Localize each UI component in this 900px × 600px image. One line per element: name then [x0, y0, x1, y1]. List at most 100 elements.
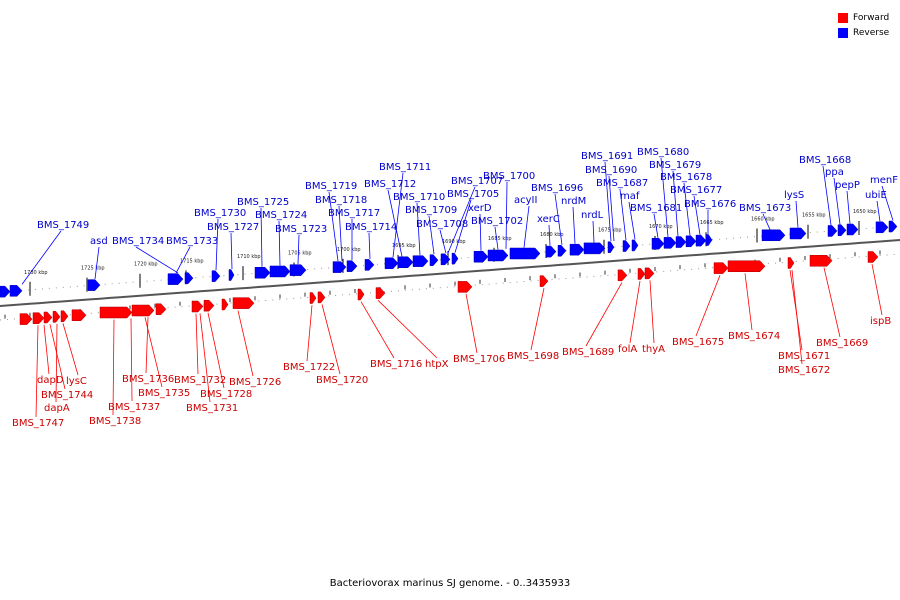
forward-23-gene-arrow[interactable] — [727, 260, 766, 273]
reverse-23-gene-arrow[interactable] — [557, 245, 567, 257]
gene-label-bms-1702[interactable]: BMS_1702 — [471, 216, 523, 227]
gene-label-bms-1738[interactable]: BMS_1738 — [89, 416, 141, 427]
forward-9-gene-arrow[interactable] — [191, 300, 204, 313]
gene-label-xerd[interactable]: xerD — [468, 203, 492, 214]
reverse-20-gene-arrow[interactable] — [487, 249, 509, 262]
gene-label-nrdm[interactable]: nrdM — [561, 196, 586, 207]
gene-label-bms-1700[interactable]: BMS_1700 — [483, 171, 535, 182]
gene-label-bms-1671[interactable]: BMS_1671 — [778, 351, 830, 362]
reverse-38-gene-arrow[interactable] — [837, 224, 847, 237]
reverse-17-gene-arrow[interactable] — [440, 253, 451, 266]
gene-label-bms-1728[interactable]: BMS_1728 — [200, 389, 252, 400]
gene-label-bms-1732[interactable]: BMS_1732 — [174, 375, 226, 386]
reverse-25-gene-arrow[interactable] — [583, 242, 606, 255]
reverse-5-gene-arrow[interactable] — [211, 270, 221, 282]
gene-label-bms-1674[interactable]: BMS_1674 — [728, 331, 780, 342]
gene-label-ppa[interactable]: ppa — [825, 167, 844, 178]
reverse-4-gene-arrow[interactable] — [184, 272, 194, 284]
forward-18-gene-arrow[interactable] — [539, 275, 549, 287]
gene-label-bms-1714[interactable]: BMS_1714 — [345, 222, 397, 233]
reverse-10-gene-arrow[interactable] — [332, 261, 347, 273]
reverse-35-gene-arrow[interactable] — [761, 229, 786, 242]
forward-15-gene-arrow[interactable] — [357, 288, 365, 301]
gene-label-bms-1724[interactable]: BMS_1724 — [255, 210, 307, 221]
forward-12-gene-arrow[interactable] — [232, 297, 255, 309]
gene-label-bms-1681[interactable]: BMS_1681 — [630, 203, 682, 214]
gene-label-bms-1730[interactable]: BMS_1730 — [194, 208, 246, 219]
gene-label-bms-1722[interactable]: BMS_1722 — [283, 362, 335, 373]
forward-16-gene-arrow[interactable] — [375, 287, 386, 299]
forward-26-gene-arrow[interactable] — [867, 251, 879, 263]
gene-label-maf[interactable]: maf — [620, 191, 640, 202]
gene-label-bms-1723[interactable]: BMS_1723 — [275, 224, 327, 235]
reverse-26-gene-arrow[interactable] — [607, 241, 615, 253]
reverse-9-gene-arrow[interactable] — [289, 264, 307, 276]
forward-13-gene-arrow[interactable] — [309, 292, 317, 304]
gene-label-bms-1734[interactable]: BMS_1734 — [112, 236, 164, 247]
reverse-39-gene-arrow[interactable] — [846, 223, 859, 236]
forward-22-gene-arrow[interactable] — [713, 262, 729, 274]
gene-label-bms-1744[interactable]: BMS_1744 — [41, 390, 93, 401]
gene-label-lyss[interactable]: lysS — [784, 190, 804, 201]
reverse-41-gene-arrow[interactable] — [888, 220, 898, 233]
gene-label-fola[interactable]: folA — [618, 344, 637, 355]
gene-label-bms-1711[interactable]: BMS_1711 — [379, 162, 431, 173]
reverse-8-gene-arrow[interactable] — [269, 265, 291, 278]
gene-label-bms-1675[interactable]: BMS_1675 — [672, 337, 724, 348]
reverse-34-gene-arrow[interactable] — [705, 234, 713, 246]
gene-label-bms-1687[interactable]: BMS_1687 — [596, 178, 648, 189]
gene-label-bms-1736[interactable]: BMS_1736 — [122, 374, 174, 385]
reverse-37-gene-arrow[interactable] — [827, 225, 838, 237]
gene-label-bms-1719[interactable]: BMS_1719 — [305, 181, 357, 192]
forward-14-gene-arrow[interactable] — [317, 291, 326, 304]
reverse-27-gene-arrow[interactable] — [622, 240, 631, 252]
gene-label-asd[interactable]: asd — [90, 236, 108, 247]
reverse-2-gene-arrow[interactable] — [87, 279, 101, 291]
gene-label-ispb[interactable]: ispB — [870, 316, 891, 327]
forward-4-gene-arrow[interactable] — [60, 310, 69, 323]
reverse-14-gene-arrow[interactable] — [397, 256, 414, 269]
gene-label-bms-1707[interactable]: BMS_1707 — [451, 176, 503, 187]
gene-label-bms-1718[interactable]: BMS_1718 — [315, 195, 367, 206]
gene-label-bms-1668[interactable]: BMS_1668 — [799, 155, 851, 166]
forward-19-gene-arrow[interactable] — [617, 269, 628, 282]
gene-label-bms-1676[interactable]: BMS_1676 — [684, 199, 736, 210]
reverse-29-gene-arrow[interactable] — [651, 237, 665, 250]
forward-25-gene-arrow[interactable] — [809, 255, 833, 267]
reverse-16-gene-arrow[interactable] — [429, 254, 439, 266]
gene-label-bms-1696[interactable]: BMS_1696 — [531, 183, 583, 194]
forward-20-gene-arrow[interactable] — [637, 268, 646, 280]
gene-label-bms-1705[interactable]: BMS_1705 — [447, 189, 499, 200]
reverse-12-gene-arrow[interactable] — [364, 259, 375, 271]
reverse-32-gene-arrow[interactable] — [685, 235, 697, 248]
gene-label-bms-1679[interactable]: BMS_1679 — [649, 160, 701, 171]
gene-label-bms-1689[interactable]: BMS_1689 — [562, 347, 614, 358]
gene-label-bms-1727[interactable]: BMS_1727 — [207, 222, 259, 233]
forward-17-gene-arrow[interactable] — [457, 281, 473, 293]
gene-label-bms-1726[interactable]: BMS_1726 — [229, 377, 281, 388]
forward-0-gene-arrow[interactable] — [19, 313, 33, 325]
gene-label-bms-1673[interactable]: BMS_1673 — [739, 203, 791, 214]
reverse-7-gene-arrow[interactable] — [254, 267, 271, 279]
forward-3-gene-arrow[interactable] — [52, 311, 61, 323]
gene-label-bms-1706[interactable]: BMS_1706 — [453, 354, 505, 365]
gene-label-acyii[interactable]: acyII — [514, 195, 537, 206]
gene-label-bms-1731[interactable]: BMS_1731 — [186, 403, 238, 414]
forward-24-gene-arrow[interactable] — [787, 257, 795, 269]
reverse-15-gene-arrow[interactable] — [412, 255, 429, 267]
gene-label-bms-1709[interactable]: BMS_1709 — [405, 205, 457, 216]
reverse-30-gene-arrow[interactable] — [663, 237, 677, 249]
gene-label-bms-1725[interactable]: BMS_1725 — [237, 197, 289, 208]
reverse-1-gene-arrow[interactable] — [9, 285, 23, 297]
gene-label-bms-1747[interactable]: BMS_1747 — [12, 418, 64, 429]
gene-label-bms-1672[interactable]: BMS_1672 — [778, 365, 830, 376]
gene-label-bms-1737[interactable]: BMS_1737 — [108, 402, 160, 413]
reverse-13-gene-arrow[interactable] — [384, 257, 399, 270]
reverse-0-gene-arrow[interactable] — [0, 285, 11, 298]
gene-label-bms-1716[interactable]: BMS_1716 — [370, 359, 422, 370]
gene-label-bms-1690[interactable]: BMS_1690 — [585, 165, 637, 176]
reverse-36-gene-arrow[interactable] — [789, 227, 807, 240]
gene-label-nrdl[interactable]: nrdL — [581, 210, 604, 221]
gene-label-bms-1749[interactable]: BMS_1749 — [37, 220, 89, 231]
forward-7-gene-arrow[interactable] — [131, 304, 155, 317]
